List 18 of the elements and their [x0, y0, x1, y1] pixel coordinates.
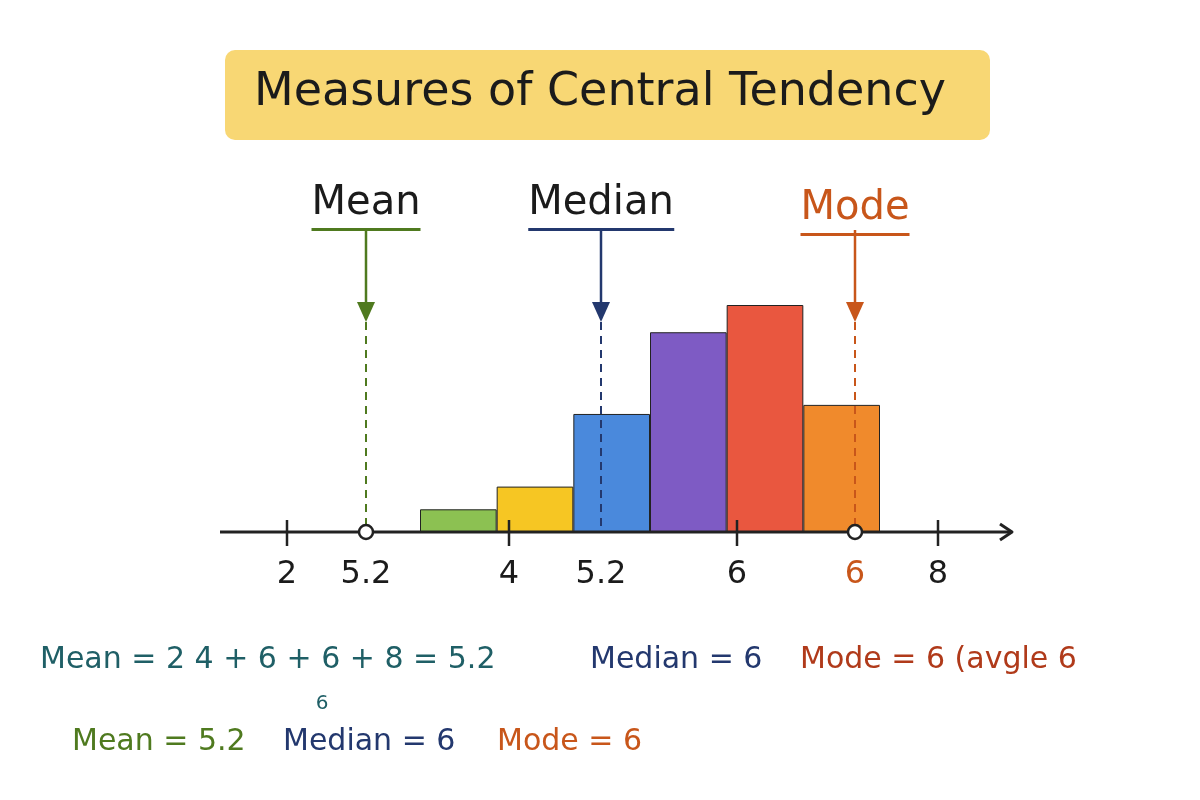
text: 6: [315, 690, 329, 714]
text: 6: [726, 552, 748, 592]
text: 5.2: [340, 552, 392, 592]
text: Mode = 6: [497, 722, 643, 758]
text: 5.2: [575, 552, 627, 592]
text: Mode = 6 (avgle 6: [800, 640, 1077, 676]
text: 8: [927, 552, 949, 592]
text: Mean = 2 4 + 6 + 6 + 8 = 5.2: [40, 640, 496, 676]
text: Median: [528, 176, 674, 231]
text: 4: [498, 552, 520, 592]
text: 2: [276, 552, 298, 592]
text: Mean: [311, 176, 421, 231]
text: 6: [844, 552, 866, 592]
text: Median = 6: [590, 640, 763, 676]
text: Mode: [800, 181, 910, 236]
text: Median = 6: [283, 722, 456, 758]
text: Mean = 5.2: [72, 722, 246, 758]
chart-title: Measures of Central Tendency: [252, 62, 948, 116]
